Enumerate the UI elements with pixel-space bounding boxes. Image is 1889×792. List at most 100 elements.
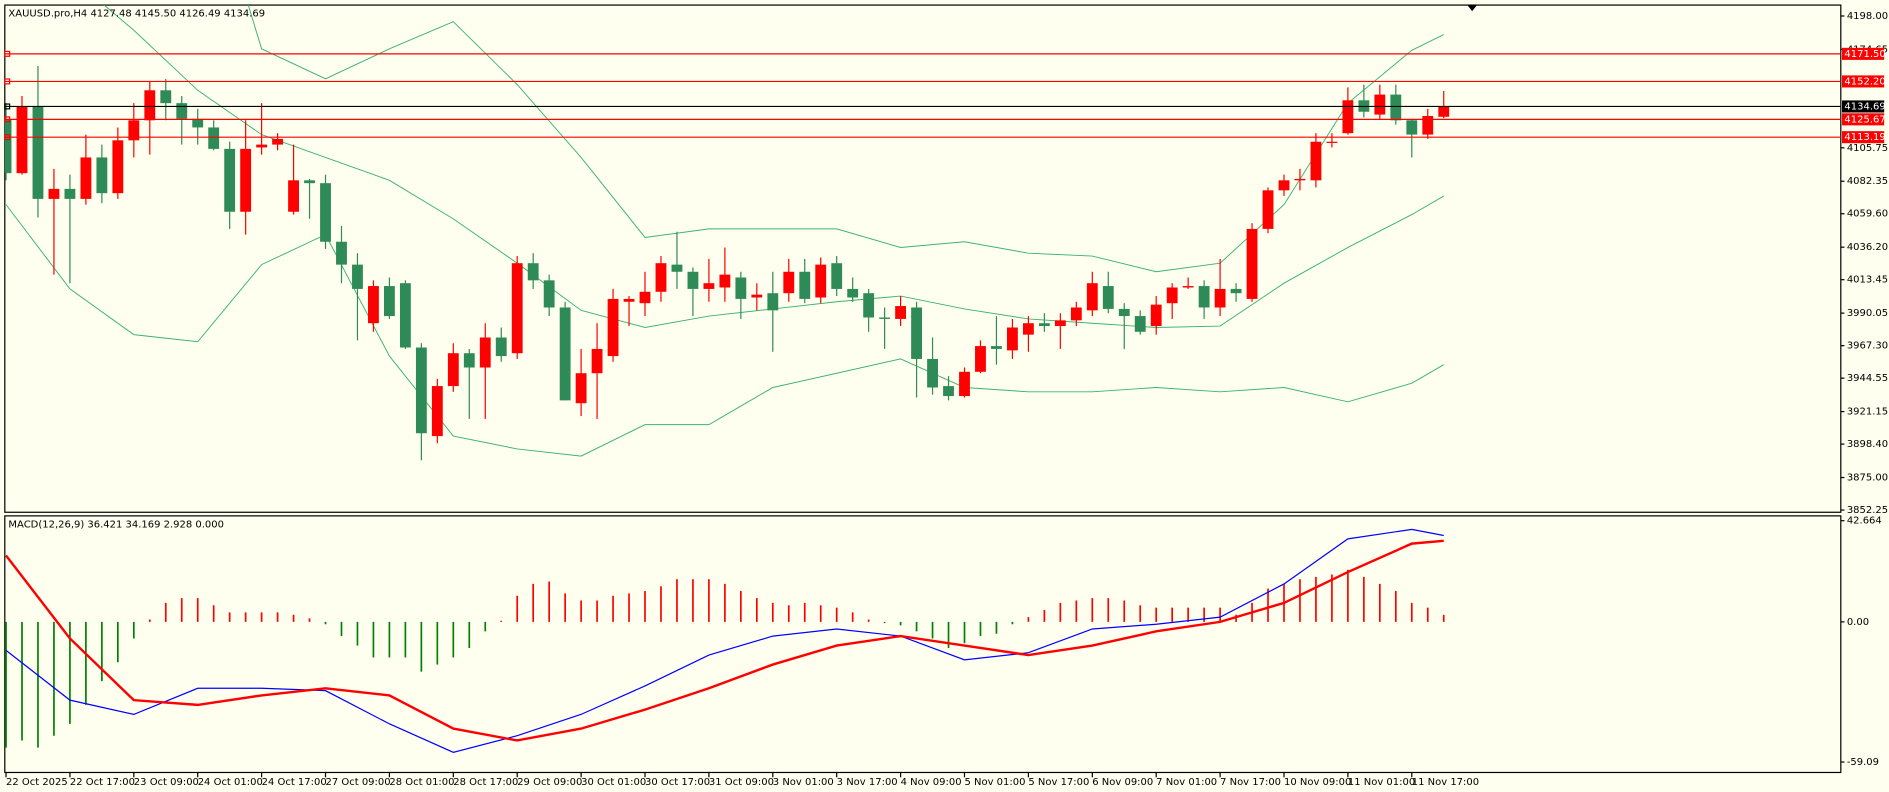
band-line: [247, 5, 1444, 273]
candle-body: [1134, 316, 1146, 332]
macd-title: MACD(12,26,9) 36.421 34.169 2.928 0.000: [8, 519, 224, 530]
candle-body: [911, 307, 922, 359]
candle-body: [240, 148, 252, 212]
x-tick-label: 3 Nov 01:00: [773, 777, 834, 788]
candle-body: [447, 353, 459, 387]
x-tick-label: 29 Oct 09:00: [517, 777, 582, 788]
x-tick-label: 27 Oct 09:00: [326, 777, 391, 788]
candle-body: [1326, 141, 1338, 143]
candle-body: [16, 106, 28, 174]
x-tick-label: 3 Nov 17:00: [837, 777, 898, 788]
candle-body: [1406, 120, 1418, 135]
candle-body: [543, 280, 555, 308]
last-price-marker: [4, 103, 11, 110]
candle-body: [831, 263, 843, 289]
y-tick-label: 3898.40: [1847, 439, 1888, 450]
candle-body: [959, 371, 970, 397]
y-tick-label: 3875.00: [1847, 473, 1888, 484]
candle-body: [336, 241, 347, 265]
candle-body: [783, 271, 795, 294]
x-tick-label: 24 Oct 01:00: [198, 777, 263, 788]
candle-body: [575, 373, 587, 404]
macd-plot: [5, 528, 1445, 753]
candle-body: [1342, 100, 1354, 134]
candle-body: [655, 263, 667, 292]
level-box: [1842, 47, 1885, 60]
candle-body: [1166, 287, 1178, 304]
candle-body: [1294, 178, 1306, 181]
x-tick-label: 31 Oct 09:00: [709, 777, 774, 788]
main-panel-frame: [4, 4, 1842, 513]
candle-body: [272, 138, 284, 145]
candle-body: [671, 264, 683, 272]
candle-body: [176, 103, 188, 119]
chart-title: XAUUSD.pro,H4 4127.48 4145.50 4126.49 41…: [8, 9, 265, 20]
macd-panel-frame: [4, 515, 1842, 774]
candle-body: [847, 288, 859, 298]
level-label: 4171.50: [1844, 49, 1885, 60]
shift-marker: [1467, 5, 1477, 12]
candle-body: [304, 180, 315, 184]
level-label: 4152.20: [1844, 76, 1885, 87]
candle-body: [415, 347, 427, 434]
axes: 4198.004174.654105.754082.354059.604036.…: [4, 11, 1888, 788]
x-tick-label: 7 Nov 01:00: [1156, 777, 1217, 788]
candle-body: [767, 293, 779, 311]
candle-body: [895, 306, 907, 319]
candle-body: [320, 183, 331, 242]
level-marker: [4, 134, 11, 141]
candle-body: [527, 263, 539, 281]
last-price-box: [1842, 100, 1885, 113]
x-tick-label: 30 Oct 17:00: [645, 777, 710, 788]
candle-body: [1230, 288, 1242, 294]
candle-body: [751, 294, 763, 298]
y-tick-label: 4036.20: [1847, 242, 1888, 253]
candle-body: [607, 298, 619, 357]
y-tick-label: 3967.30: [1847, 341, 1888, 352]
candle-body: [1310, 141, 1322, 181]
candle-body: [511, 263, 523, 354]
y-tick-label: 3990.05: [1847, 308, 1888, 319]
y-tick-label: 4105.75: [1847, 143, 1888, 154]
x-tick-label: 7 Nov 17:00: [1220, 777, 1281, 788]
y-tick-label: 3852.25: [1847, 505, 1888, 516]
candle-body: [623, 298, 635, 302]
candle-body: [112, 140, 124, 194]
candle-body: [943, 386, 954, 397]
y-tick-label: 4013.45: [1847, 275, 1888, 286]
x-tick-label: 10 Nov 09:00: [1284, 777, 1351, 788]
candle-body: [1198, 286, 1210, 308]
candle-body: [160, 90, 172, 104]
candle-body: [208, 127, 220, 149]
y-tick-label: 3921.15: [1847, 407, 1888, 418]
x-tick-label: 28 Oct 01:00: [389, 777, 454, 788]
candle-body: [1007, 327, 1018, 351]
x-tick-label: 22 Oct 2025: [6, 777, 68, 788]
x-tick-label: 28 Oct 17:00: [453, 777, 518, 788]
candle-body: [64, 188, 76, 199]
candle-body: [1022, 323, 1034, 335]
candle-body: [1278, 180, 1290, 191]
x-tick-label: 22 Oct 17:00: [70, 777, 135, 788]
candle-body: [48, 188, 60, 199]
candle-body: [1038, 323, 1050, 327]
candle-body: [735, 277, 747, 299]
candle-body: [1118, 308, 1130, 317]
candle-body: [1438, 106, 1450, 117]
candle-body: [479, 337, 491, 368]
level-label: 4125.67: [1844, 114, 1885, 125]
level-marker: [4, 78, 11, 85]
macd-line: [5, 528, 1444, 753]
candle-body: [256, 144, 268, 148]
candle-body: [144, 90, 156, 121]
candle-body: [799, 271, 811, 299]
band-line: [5, 204, 1444, 457]
candle-body: [863, 293, 875, 318]
x-tick-label: 11 Nov 17:00: [1412, 777, 1479, 788]
candle-body: [1070, 307, 1082, 321]
candle-body: [1374, 94, 1386, 115]
candle-body: [991, 346, 1002, 349]
candle-body: [399, 283, 411, 348]
y-tick-label: 4198.00: [1847, 11, 1888, 22]
